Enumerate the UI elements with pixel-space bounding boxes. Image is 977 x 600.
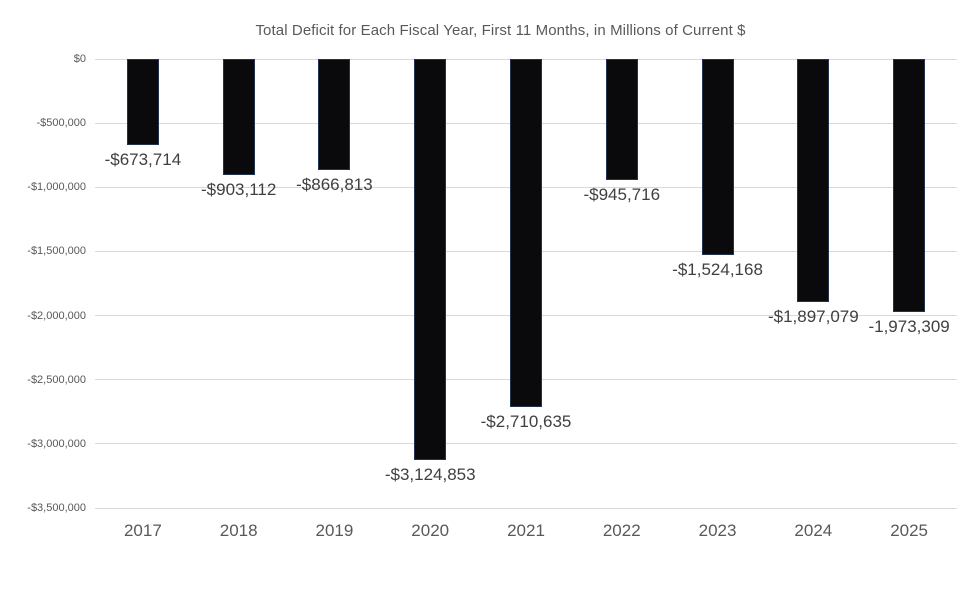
bar-2021 [510,59,542,407]
gridline [95,443,957,445]
x-axis-label-2019: 2019 [315,521,354,540]
bar-2023 [701,59,734,255]
x-axis-label-2017: 2017 [123,521,162,540]
data-label-2022: -$945,716 [583,185,661,205]
data-label-2023: -$1,524,168 [672,259,763,279]
x-axis-label-2025: 2025 [890,521,929,540]
y-axis-tick-label: -$500,000 [36,117,86,130]
y-axis-tick-label: -$1,500,000 [27,245,86,258]
x-axis-label-2023: 2023 [698,521,737,540]
bar-2024 [797,59,830,303]
y-axis-tick-label: -$2,000,000 [27,309,86,322]
x-axis-label-2021: 2021 [507,521,545,540]
bar-2017 [126,59,159,146]
x-axis-label-2024: 2024 [794,521,833,540]
data-label-2017: -$673,714 [104,150,182,170]
gridline [95,507,957,509]
y-axis-tick-label: $0 [73,53,86,65]
y-axis-tick-label: -$3,500,000 [27,502,86,514]
data-label-2020: -$3,124,853 [384,464,476,484]
bar-2019 [318,59,351,171]
bar-2020 [414,59,447,460]
bar-2018 [222,59,255,175]
x-axis-label-2022: 2022 [602,521,641,540]
x-axis-label-2018: 2018 [219,521,258,540]
y-axis-tick-label: -$1,000,000 [27,181,86,194]
data-label-2018: -$903,112 [201,179,277,199]
data-label-2021: -$2,710,635 [480,411,572,431]
chart-title: Total Deficit for Each Fiscal Year, Firs… [255,22,746,39]
bar-2025 [893,59,926,313]
data-label-2019: -$866,813 [296,175,373,195]
data-label-2024: -$1,897,079 [767,307,859,327]
y-axis-tick-label: -$3,000,000 [27,437,86,450]
x-axis-label-2020: 2020 [411,521,450,540]
bar-2022 [605,59,638,181]
data-label-2025: -1,973,309 [868,317,950,337]
y-axis-tick-label: -$2,500,000 [27,373,86,386]
